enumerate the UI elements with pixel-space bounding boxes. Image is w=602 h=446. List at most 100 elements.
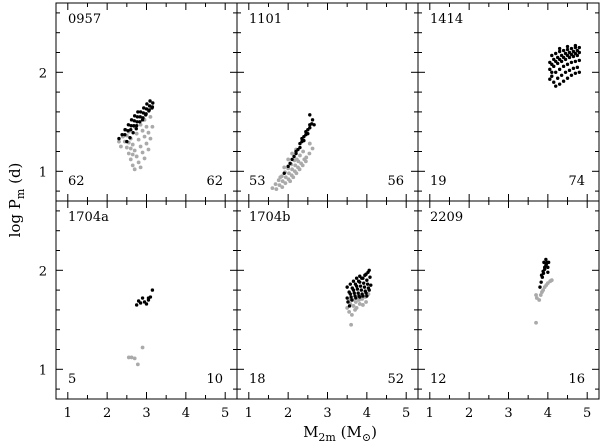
grey-point: [135, 362, 140, 367]
grey-point: [283, 175, 288, 180]
black-point: [126, 123, 131, 127]
panel-0957: 1 2 0957 62 62: [39, 2, 238, 202]
black-point: [308, 123, 312, 127]
x-tick-label: 1: [64, 406, 72, 421]
black-point: [294, 149, 298, 154]
black-point: [561, 79, 566, 83]
black-point: [134, 124, 139, 128]
grey-point: [130, 152, 135, 157]
black-point: [358, 274, 362, 278]
black-point: [546, 265, 550, 270]
black-point: [552, 80, 556, 84]
black-point: [354, 276, 359, 280]
black-point: [349, 295, 353, 299]
black-point: [557, 67, 562, 72]
y-tick-label: 1: [39, 165, 47, 180]
panel-1414: 1414 19 74: [417, 2, 600, 202]
count-left: 62: [68, 174, 85, 189]
black-point: [132, 114, 137, 118]
black-point: [557, 82, 562, 86]
grey-point: [128, 157, 133, 162]
grey-point: [357, 302, 362, 306]
x-tick-label: 5: [402, 406, 410, 421]
grey-point: [357, 298, 361, 302]
black-point: [565, 44, 570, 49]
black-point: [573, 71, 578, 75]
y-tick-label: 2: [39, 66, 47, 81]
count-left: 19: [430, 174, 447, 189]
panel-name: 2209: [430, 210, 463, 225]
grey-point: [345, 306, 350, 310]
black-point: [288, 161, 292, 166]
grey-point: [126, 151, 131, 156]
black-point: [308, 113, 312, 117]
black-point: [150, 288, 155, 292]
x-tick-label: 2: [284, 406, 292, 421]
black-point: [541, 269, 545, 273]
grey-point: [148, 136, 153, 141]
black-point: [134, 303, 139, 307]
x-tick-label: 3: [323, 406, 331, 421]
black-point: [347, 290, 351, 294]
black-point: [135, 115, 140, 119]
black-point: [569, 46, 574, 51]
black-point: [120, 132, 124, 137]
panel-name: 1704b: [249, 210, 290, 225]
grey-point: [144, 124, 149, 129]
black-point: [145, 102, 149, 106]
black-point: [355, 287, 360, 291]
black-point: [136, 110, 140, 114]
black-point: [557, 46, 562, 51]
panel-frame: [236, 200, 419, 400]
black-point: [140, 118, 145, 122]
grey-point: [549, 278, 554, 283]
black-point: [543, 265, 547, 270]
black-point: [565, 76, 570, 80]
black-point: [359, 288, 364, 292]
black-point: [561, 48, 566, 53]
panel-1704b: 1 2 3 4 5 1704b 18 52: [236, 200, 419, 421]
black-point: [132, 119, 137, 123]
grey-point: [142, 134, 147, 139]
grey-point: [353, 300, 358, 304]
grey-point: [128, 146, 133, 151]
black-point: [117, 136, 121, 141]
grey-point: [130, 142, 135, 147]
grey-point: [146, 130, 151, 135]
y-axis-title: log Pm (d): [6, 163, 27, 238]
black-point: [573, 43, 578, 48]
black-point: [136, 299, 141, 303]
count-right: 10: [206, 372, 223, 387]
x-tick-label: 2: [103, 406, 111, 421]
grey-point: [140, 150, 145, 155]
black-point: [559, 73, 564, 77]
black-point: [310, 118, 315, 122]
black-point: [123, 128, 127, 132]
black-point: [567, 68, 572, 73]
black-point: [557, 49, 562, 54]
black-point: [548, 77, 552, 81]
black-point: [365, 294, 369, 298]
black-point: [144, 113, 148, 117]
grey-point: [293, 163, 298, 168]
panel-frame: [55, 2, 238, 202]
black-point: [126, 129, 130, 133]
black-point: [565, 62, 570, 67]
black-point: [129, 118, 134, 122]
black-point: [358, 295, 362, 299]
grey-point: [142, 156, 147, 161]
count-left: 18: [249, 372, 266, 387]
black-point: [563, 70, 568, 75]
grey-point: [276, 178, 281, 183]
black-point: [144, 107, 149, 111]
grey-point: [303, 159, 308, 164]
grey-point: [291, 175, 296, 180]
grey-point: [347, 309, 352, 314]
grey-point: [146, 147, 151, 152]
grey-point: [278, 175, 283, 180]
grey-point: [138, 122, 143, 127]
black-point: [575, 65, 580, 70]
grey-point: [140, 345, 145, 350]
black-point: [573, 51, 578, 56]
grey-point: [136, 160, 141, 165]
